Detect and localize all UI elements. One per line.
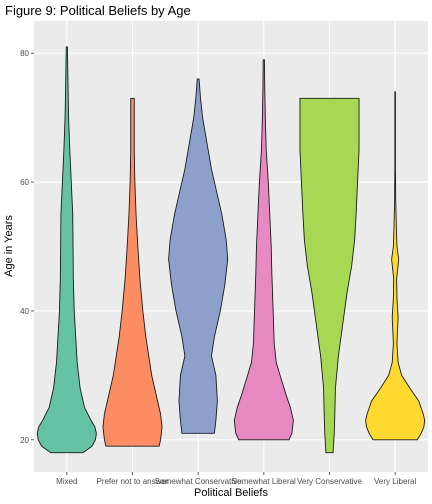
- y-axis-title: Age in Years: [3, 215, 15, 277]
- chart-title: Figure 9: Political Beliefs by Age: [5, 3, 191, 18]
- y-tick-label: 80: [20, 49, 29, 58]
- y-axis-ticks: 20 40 60 80: [20, 49, 34, 445]
- violin-very-liberal: [365, 91, 426, 441]
- y-tick-label: 60: [20, 178, 29, 187]
- x-tick-label: Somewhat Liberal: [232, 477, 296, 486]
- x-tick-label: Very Conservative: [297, 477, 362, 486]
- y-tick-label: 20: [20, 436, 29, 445]
- x-tick-label: Prefer not to answer: [96, 477, 168, 486]
- violins: [36, 46, 426, 454]
- x-axis-title: Political Beliefs: [194, 487, 268, 499]
- plot-panel: [34, 21, 428, 472]
- x-tick-label: Somewhat Conservative: [155, 477, 242, 486]
- violin-very-conservative: [299, 97, 360, 454]
- x-tick-label: Very Liberal: [374, 477, 416, 486]
- x-tick-label: Mixed: [56, 477, 77, 486]
- violin-mixed: [36, 46, 97, 454]
- violin-prefer-not-to-answer: [102, 97, 163, 447]
- violin-somewhat-conservative: [168, 78, 229, 434]
- y-tick-label: 40: [20, 307, 29, 316]
- violin-somewhat-liberal: [233, 59, 294, 441]
